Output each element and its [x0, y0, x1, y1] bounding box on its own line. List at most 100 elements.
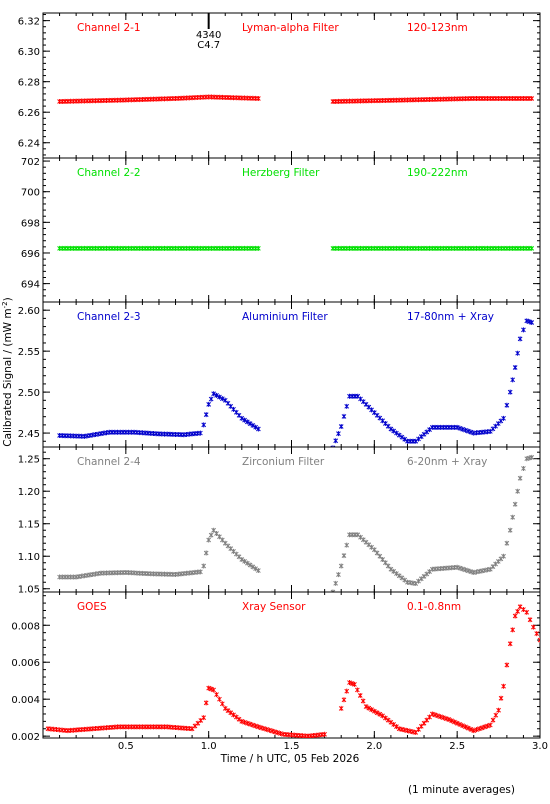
data-point	[338, 563, 344, 569]
data-point	[211, 687, 216, 693]
data-point	[476, 726, 482, 732]
data-point	[256, 724, 261, 730]
data-point	[217, 394, 222, 400]
data-point	[468, 569, 474, 575]
panel-band-label: 0.1-0.8nm	[407, 601, 461, 613]
panel-band-label: 6-20nm + Xray	[407, 456, 487, 468]
data-point	[217, 696, 222, 702]
data-point	[460, 426, 466, 432]
data-point	[521, 327, 526, 333]
data-point	[322, 731, 327, 737]
data-point	[247, 421, 253, 427]
data-point	[242, 417, 247, 423]
y-tick-label: 6.28	[18, 78, 40, 89]
panel-channel-label: Channel 2-4	[77, 456, 141, 468]
data-point	[507, 389, 513, 395]
data-point	[454, 564, 460, 570]
data-point	[493, 712, 499, 718]
data-point	[485, 723, 490, 729]
data-point	[330, 445, 336, 447]
data-point	[487, 722, 493, 728]
data-point	[496, 707, 501, 713]
data-point	[529, 245, 535, 251]
panel-filter-label: Xray Sensor	[242, 601, 306, 613]
data-point	[247, 562, 253, 568]
data-point	[239, 556, 245, 562]
data-point	[203, 412, 209, 418]
data-point	[344, 688, 350, 694]
data-point	[349, 680, 355, 686]
data-point	[529, 95, 535, 101]
data-point	[203, 700, 209, 706]
x-tick-label: 3.0	[532, 741, 548, 752]
data-point	[517, 336, 523, 342]
data-point	[239, 415, 245, 421]
data-point	[490, 717, 496, 723]
y-tick-label: 698	[21, 218, 40, 229]
x-tick-label: 2.5	[449, 741, 465, 752]
data-point	[465, 568, 471, 574]
data-point	[244, 419, 250, 425]
data-point	[507, 641, 513, 647]
data-point	[465, 428, 471, 434]
data-point	[454, 720, 460, 726]
y-tick-label: 0.004	[11, 695, 40, 706]
y-tick-label: 2.55	[18, 347, 40, 358]
data-point	[344, 403, 350, 409]
data-point	[527, 617, 533, 623]
data-point	[242, 719, 247, 725]
data-point	[208, 686, 214, 692]
data-point	[214, 392, 219, 398]
data-point	[507, 527, 513, 533]
data-point	[534, 631, 540, 637]
panel-3: 2.45 2.50 2.55 2.60 Channel 2-3 Aluminium Fil…	[18, 301, 541, 448]
data-point	[515, 608, 520, 614]
panel-filter-label: Herzberg Filter	[242, 167, 320, 179]
y-tick-label: 6.26	[18, 108, 40, 119]
data-point	[369, 707, 374, 713]
data-point	[219, 396, 225, 402]
data-point	[338, 705, 344, 711]
y-tick-label: 6.24	[18, 139, 40, 150]
data-point	[510, 627, 516, 633]
data-point	[341, 413, 347, 419]
data-point	[515, 488, 520, 494]
data-point	[529, 454, 535, 460]
data-point	[219, 701, 225, 707]
data-point	[258, 725, 264, 731]
y-tick-label: 2.50	[18, 388, 40, 399]
data-point	[429, 711, 435, 717]
data-point	[460, 723, 466, 729]
data-point	[482, 724, 488, 730]
data-point	[275, 730, 281, 736]
data-point	[396, 432, 402, 438]
y-tick-label: 1.10	[18, 552, 40, 563]
panel-filter-label: Zirconium Filter	[242, 456, 325, 468]
data-point	[201, 422, 207, 428]
data-point	[432, 712, 438, 718]
data-point	[253, 424, 258, 430]
flare-annotation-label: C4.7	[197, 40, 220, 51]
y-tick-label: 694	[21, 280, 40, 291]
data-point	[531, 624, 536, 630]
panel-4: 1.05 1.10 1.15 1.20 1.25 Channel 2-4 Zirconium…	[18, 446, 541, 596]
data-point	[363, 704, 369, 710]
y-tick-label: 0.006	[11, 658, 40, 669]
series-markers	[57, 245, 535, 251]
data-point	[435, 713, 441, 719]
data-point	[501, 553, 506, 559]
data-point	[256, 568, 261, 574]
data-point	[471, 728, 477, 734]
data-point	[201, 715, 207, 721]
series-markers	[45, 604, 540, 738]
data-point	[208, 532, 214, 538]
data-point	[278, 730, 283, 736]
panel-channel-label: Channel 2-3	[77, 311, 141, 323]
data-point	[250, 722, 256, 728]
series-markers	[57, 454, 535, 592]
panel-1: 6.24 6.26 6.28 6.30 6.32 Channel 2-1 Lyman-alp…	[18, 12, 541, 159]
data-point	[504, 540, 510, 546]
data-point	[468, 429, 474, 435]
y-tick-label: 702	[21, 157, 40, 168]
